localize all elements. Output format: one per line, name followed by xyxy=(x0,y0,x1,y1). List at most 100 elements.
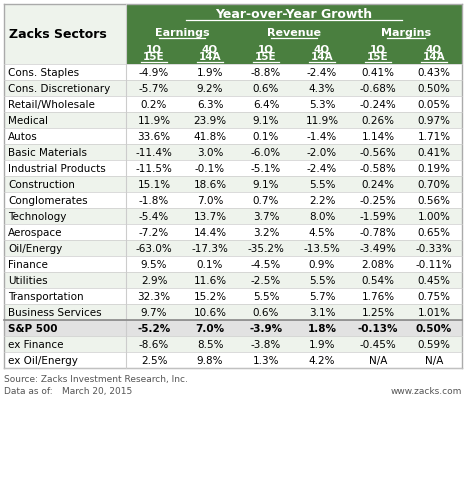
Text: 2.5%: 2.5% xyxy=(141,355,167,365)
Text: -2.4%: -2.4% xyxy=(307,68,337,78)
Text: -4.5%: -4.5% xyxy=(251,260,281,269)
Text: 5.5%: 5.5% xyxy=(253,291,279,301)
Text: 15.2%: 15.2% xyxy=(193,291,226,301)
Text: Margins: Margins xyxy=(381,28,431,38)
Text: 0.6%: 0.6% xyxy=(253,84,279,94)
FancyBboxPatch shape xyxy=(4,304,462,320)
Text: 2.2%: 2.2% xyxy=(309,195,335,205)
Text: -5.7%: -5.7% xyxy=(139,84,169,94)
Text: 0.50%: 0.50% xyxy=(416,324,452,333)
Text: 8.5%: 8.5% xyxy=(197,339,223,349)
Text: -0.45%: -0.45% xyxy=(360,339,397,349)
Text: Source: Zacks Investment Research, Inc.: Source: Zacks Investment Research, Inc. xyxy=(4,374,188,383)
Text: 1.01%: 1.01% xyxy=(418,307,451,317)
Text: Revenue: Revenue xyxy=(267,28,321,38)
Text: -13.5%: -13.5% xyxy=(303,243,341,253)
Text: -11.5%: -11.5% xyxy=(136,164,172,174)
Text: 1Q: 1Q xyxy=(146,44,162,54)
Text: 1.76%: 1.76% xyxy=(362,291,395,301)
Text: -2.4%: -2.4% xyxy=(307,164,337,174)
Text: 6.3%: 6.3% xyxy=(197,100,223,110)
Text: 15E: 15E xyxy=(143,52,165,62)
Text: 14A: 14A xyxy=(311,52,333,62)
Text: 0.1%: 0.1% xyxy=(197,260,223,269)
Text: 4.3%: 4.3% xyxy=(309,84,335,94)
Text: -3.49%: -3.49% xyxy=(360,243,397,253)
Text: 0.19%: 0.19% xyxy=(418,164,451,174)
Text: www.zacks.com: www.zacks.com xyxy=(391,386,462,395)
Text: Technology: Technology xyxy=(8,212,66,222)
FancyBboxPatch shape xyxy=(4,65,462,81)
Text: 2.9%: 2.9% xyxy=(141,276,167,286)
Text: -0.58%: -0.58% xyxy=(360,164,397,174)
Text: 0.2%: 0.2% xyxy=(141,100,167,110)
Text: 5.5%: 5.5% xyxy=(309,180,335,190)
Text: Conglomerates: Conglomerates xyxy=(8,195,88,205)
Text: 1.25%: 1.25% xyxy=(362,307,395,317)
Text: 1.14%: 1.14% xyxy=(362,132,395,142)
Text: -0.68%: -0.68% xyxy=(360,84,397,94)
FancyBboxPatch shape xyxy=(4,209,462,225)
Text: 0.43%: 0.43% xyxy=(418,68,451,78)
Text: -35.2%: -35.2% xyxy=(247,243,284,253)
Text: 4.5%: 4.5% xyxy=(309,228,335,238)
Text: Aerospace: Aerospace xyxy=(8,228,62,238)
Text: 0.6%: 0.6% xyxy=(253,307,279,317)
Text: Transportation: Transportation xyxy=(8,291,83,301)
Text: 32.3%: 32.3% xyxy=(137,291,171,301)
Text: S&P 500: S&P 500 xyxy=(8,324,57,333)
Text: 0.9%: 0.9% xyxy=(309,260,335,269)
FancyBboxPatch shape xyxy=(4,97,462,113)
Text: 23.9%: 23.9% xyxy=(193,116,226,126)
Text: 0.70%: 0.70% xyxy=(418,180,451,190)
Text: 0.26%: 0.26% xyxy=(362,116,395,126)
FancyBboxPatch shape xyxy=(126,41,462,65)
Text: 1.3%: 1.3% xyxy=(253,355,279,365)
Text: -1.59%: -1.59% xyxy=(360,212,397,222)
FancyBboxPatch shape xyxy=(4,5,126,65)
Text: 0.59%: 0.59% xyxy=(418,339,451,349)
Text: 0.1%: 0.1% xyxy=(253,132,279,142)
Text: Data as of:: Data as of: xyxy=(4,386,53,395)
Text: 2.08%: 2.08% xyxy=(362,260,395,269)
Text: 41.8%: 41.8% xyxy=(193,132,226,142)
Text: 0.05%: 0.05% xyxy=(418,100,451,110)
Text: Cons. Staples: Cons. Staples xyxy=(8,68,79,78)
Text: -0.78%: -0.78% xyxy=(360,228,397,238)
Text: Zacks Sectors: Zacks Sectors xyxy=(9,28,107,41)
Text: 3.7%: 3.7% xyxy=(253,212,279,222)
FancyBboxPatch shape xyxy=(4,129,462,144)
Text: 11.6%: 11.6% xyxy=(193,276,226,286)
Text: -0.25%: -0.25% xyxy=(360,195,397,205)
Text: 15.1%: 15.1% xyxy=(137,180,171,190)
Text: 11.9%: 11.9% xyxy=(137,116,171,126)
Text: 1.9%: 1.9% xyxy=(309,339,335,349)
Text: 5.5%: 5.5% xyxy=(309,276,335,286)
Text: 0.56%: 0.56% xyxy=(418,195,451,205)
FancyBboxPatch shape xyxy=(4,225,462,240)
Text: -0.56%: -0.56% xyxy=(360,148,397,157)
Text: 9.1%: 9.1% xyxy=(253,180,279,190)
Text: ex Finance: ex Finance xyxy=(8,339,63,349)
Text: 11.9%: 11.9% xyxy=(305,116,339,126)
Text: -3.9%: -3.9% xyxy=(249,324,282,333)
Text: 5.3%: 5.3% xyxy=(309,100,335,110)
FancyBboxPatch shape xyxy=(4,352,462,368)
Text: 0.45%: 0.45% xyxy=(418,276,451,286)
FancyBboxPatch shape xyxy=(4,113,462,129)
Text: -6.0%: -6.0% xyxy=(251,148,281,157)
Text: -11.4%: -11.4% xyxy=(136,148,172,157)
Text: 3.1%: 3.1% xyxy=(309,307,335,317)
Text: -1.8%: -1.8% xyxy=(139,195,169,205)
Text: N/A: N/A xyxy=(369,355,387,365)
Text: 14A: 14A xyxy=(423,52,445,62)
Text: 4.2%: 4.2% xyxy=(309,355,335,365)
FancyBboxPatch shape xyxy=(4,256,462,273)
Text: 9.1%: 9.1% xyxy=(253,116,279,126)
Text: -0.1%: -0.1% xyxy=(195,164,225,174)
Text: 0.41%: 0.41% xyxy=(418,148,451,157)
FancyBboxPatch shape xyxy=(4,288,462,304)
FancyBboxPatch shape xyxy=(4,273,462,288)
Text: 0.41%: 0.41% xyxy=(362,68,395,78)
Text: Oil/Energy: Oil/Energy xyxy=(8,243,62,253)
